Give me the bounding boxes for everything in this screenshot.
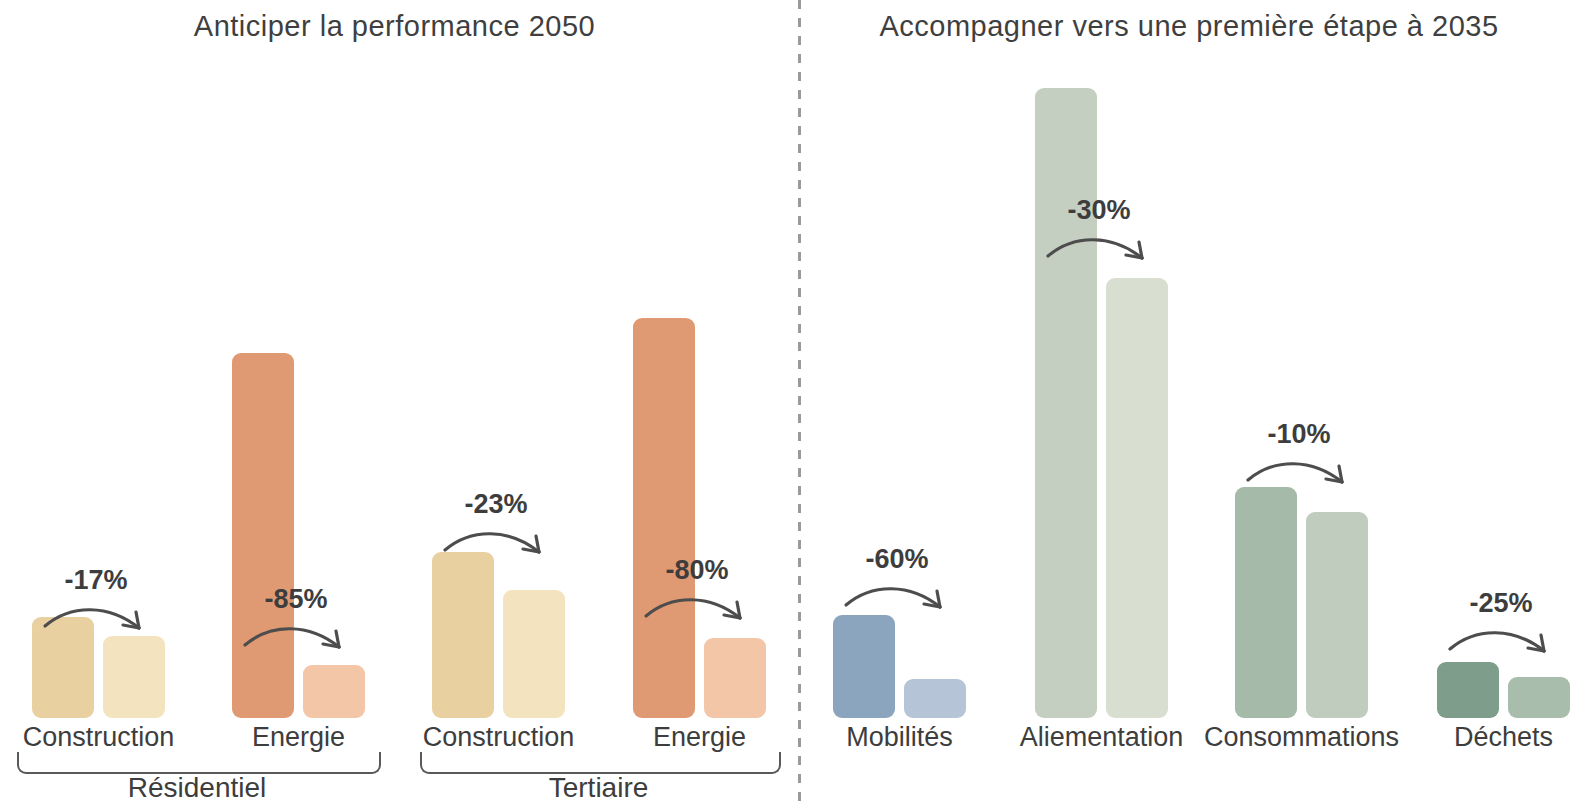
bar-after-mobilités [904,679,966,718]
reduction-label: -17% [26,566,166,594]
category-label-construction: Construction [399,722,599,753]
bar-after-consommations [1306,512,1368,718]
panel-performance-2050: Anticiper la performance 2050 -17% Constr… [0,0,789,804]
group-bracket-résidentiel [17,752,381,774]
curved-arrow-icon [638,586,756,630]
bar-before-energie [232,353,294,718]
reduction-label: -10% [1229,420,1369,448]
reduction-annotation: -30% [1029,196,1169,270]
group-bracket-tertiaire [420,752,781,774]
reduction-label: -85% [226,585,366,613]
panel-etape-2035: Accompagner vers une première étape à 20… [800,0,1578,804]
bar-after-energie [704,638,766,718]
reduction-annotation: -23% [426,490,566,564]
bar-before-consommations [1235,487,1297,718]
bar-before-construction [432,552,494,718]
infographic-canvas: Anticiper la performance 2050 -17% Constr… [0,0,1578,804]
bar-after-construction [103,636,165,718]
reduction-annotation: -80% [627,556,767,630]
category-label-construction: Construction [0,722,199,753]
reduction-annotation: -25% [1431,589,1571,663]
curved-arrow-icon [1040,226,1158,270]
reduction-label: -23% [426,490,566,518]
reduction-label: -25% [1431,589,1571,617]
category-label-consommations: Consommations [1202,722,1402,753]
reduction-annotation: -85% [226,585,366,659]
bar-after-déchets [1508,677,1570,718]
reduction-annotation: -60% [827,545,967,619]
curved-arrow-icon [1240,450,1358,494]
panel-title-right: Accompagner vers une première étape à 20… [800,10,1578,43]
bar-after-energie [303,665,365,718]
bar-after-aliementation [1106,278,1168,718]
supergroup-label-résidentiel: Résidentiel [47,772,347,804]
curved-arrow-icon [1442,619,1560,663]
curved-arrow-icon [237,615,355,659]
supergroup-label-tertiaire: Tertiaire [449,772,749,804]
category-label-aliementation: Aliementation [1002,722,1202,753]
curved-arrow-icon [838,575,956,619]
reduction-label: -60% [827,545,967,573]
bar-before-aliementation [1035,88,1097,718]
panel-title-left: Anticiper la performance 2050 [0,10,789,43]
curved-arrow-icon [437,520,555,564]
bar-before-mobilités [833,615,895,718]
category-label-energie: Energie [199,722,399,753]
category-label-energie: Energie [600,722,800,753]
bar-after-construction [503,590,565,718]
reduction-annotation: -17% [26,566,166,640]
curved-arrow-icon [37,596,155,640]
category-label-mobilités: Mobilités [800,722,1000,753]
reduction-label: -30% [1029,196,1169,224]
category-label-déchets: Déchets [1404,722,1578,753]
reduction-label: -80% [627,556,767,584]
reduction-annotation: -10% [1229,420,1369,494]
bar-before-energie [633,318,695,718]
bar-before-déchets [1437,662,1499,718]
